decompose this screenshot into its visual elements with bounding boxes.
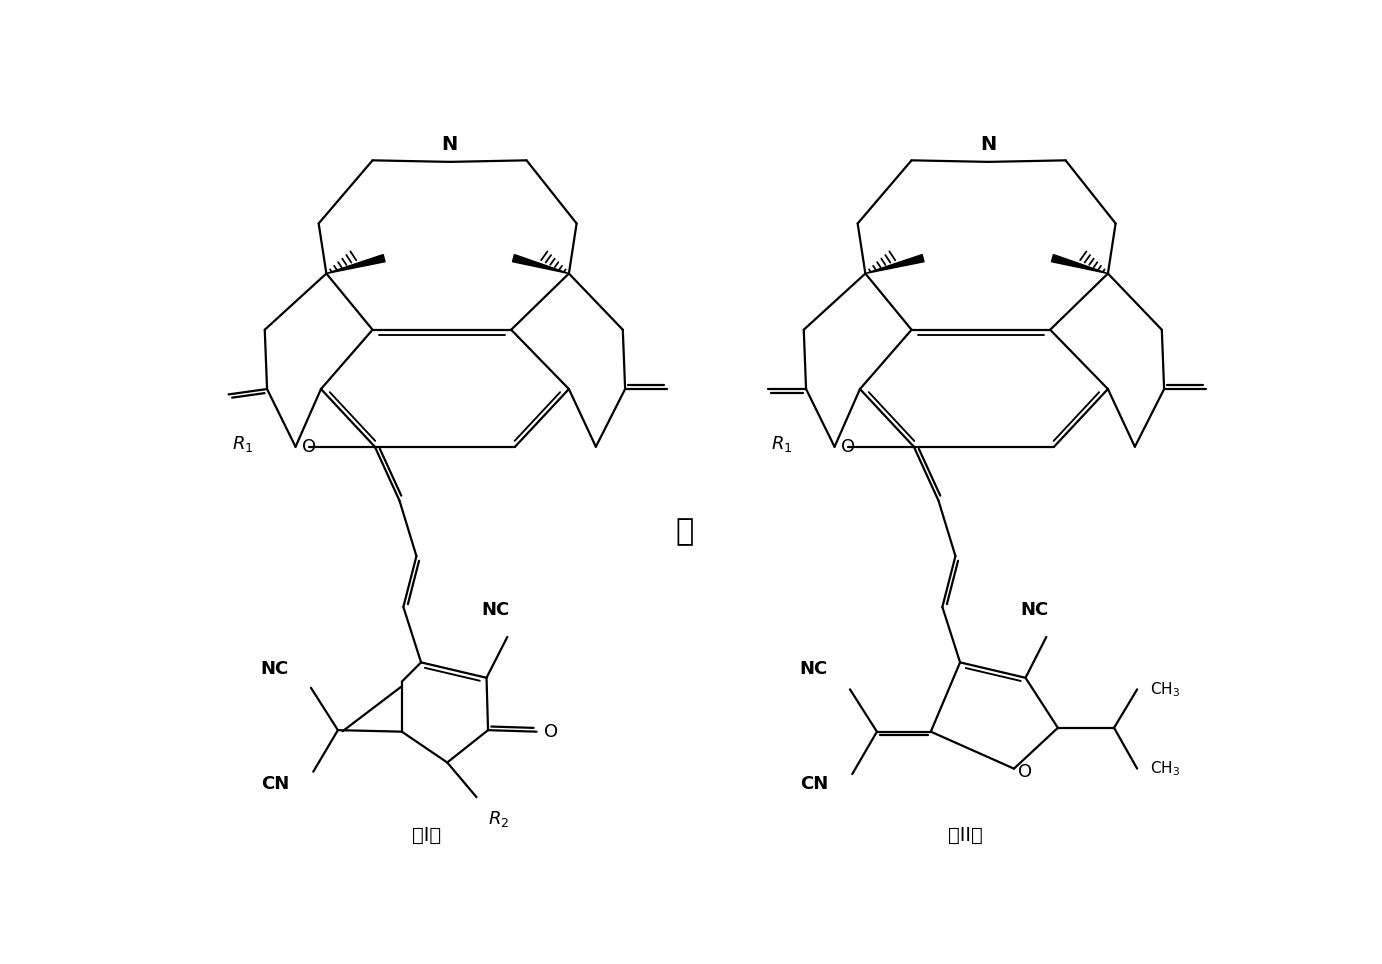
Text: O: O [840, 438, 854, 456]
Text: CH$_3$: CH$_3$ [1150, 680, 1180, 699]
Text: CN: CN [800, 775, 828, 793]
Text: （II）: （II） [948, 826, 983, 845]
Text: N: N [441, 135, 457, 154]
Text: CN: CN [261, 775, 289, 793]
Text: $R_1$: $R_1$ [771, 435, 792, 454]
Text: NC: NC [261, 659, 289, 678]
Text: O: O [545, 723, 558, 740]
Text: $R_1$: $R_1$ [232, 435, 253, 454]
Polygon shape [865, 254, 925, 274]
Polygon shape [513, 254, 569, 274]
Polygon shape [1052, 254, 1108, 274]
Text: 或: 或 [676, 517, 694, 546]
Text: O: O [301, 438, 315, 456]
Text: N: N [980, 135, 996, 154]
Polygon shape [326, 254, 386, 274]
Text: O: O [1017, 763, 1032, 782]
Text: NC: NC [482, 601, 510, 619]
Text: NC: NC [1021, 601, 1049, 619]
Text: NC: NC [800, 659, 828, 678]
Text: CH$_3$: CH$_3$ [1150, 760, 1180, 778]
Text: $R_2$: $R_2$ [488, 809, 510, 829]
Text: （I）: （I） [412, 826, 441, 845]
